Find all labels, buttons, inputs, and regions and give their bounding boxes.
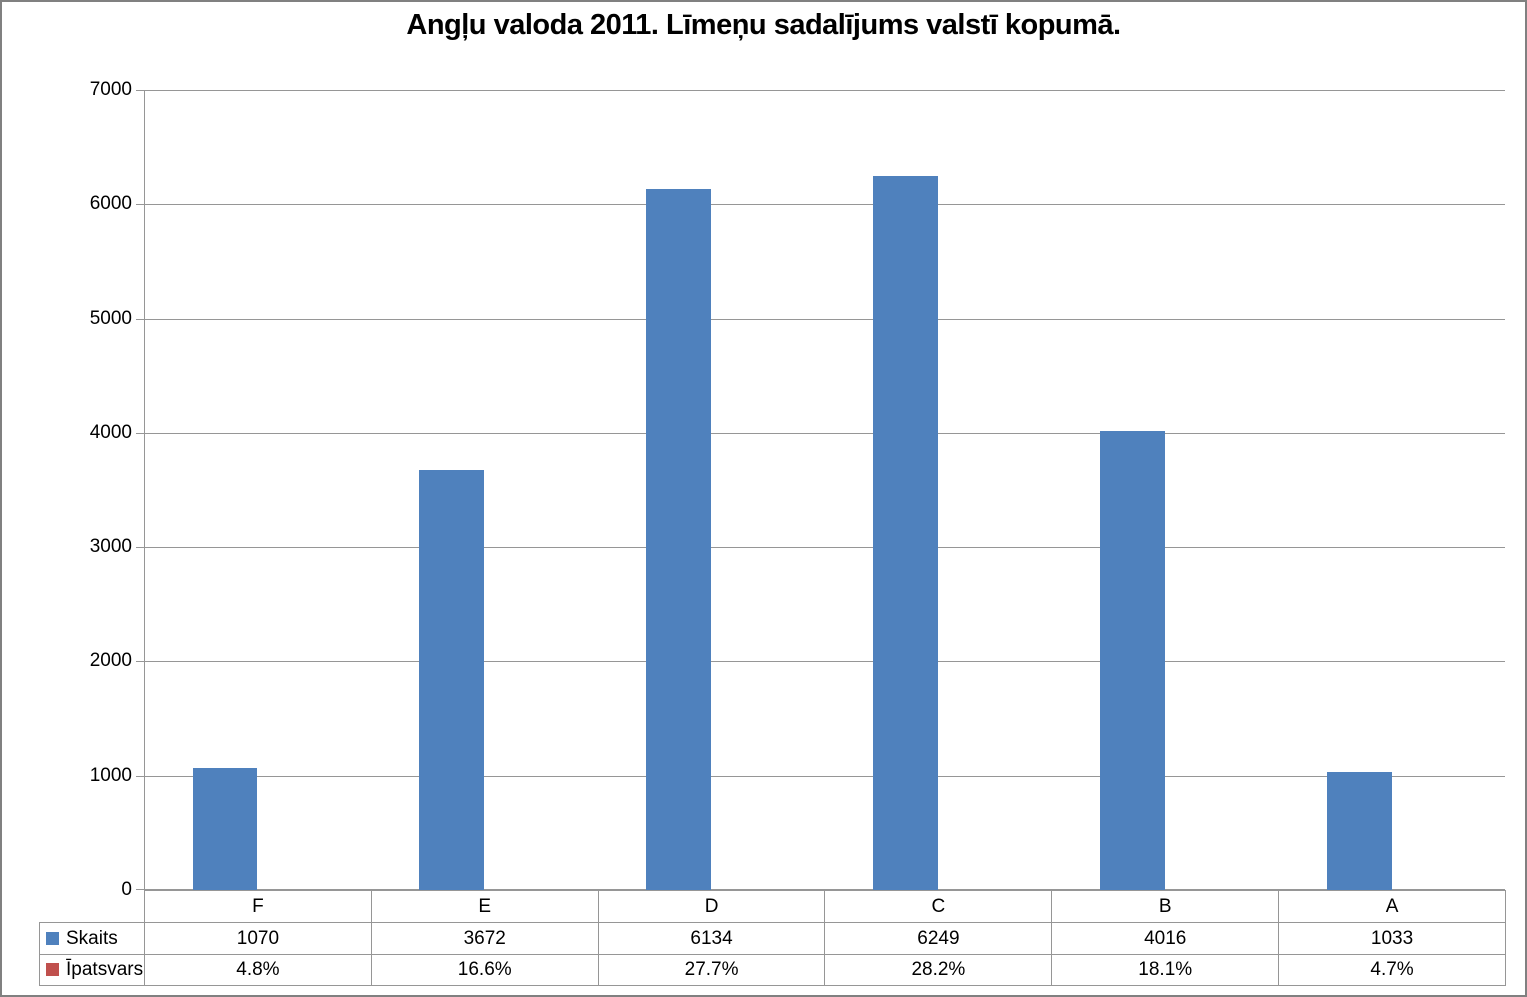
chart-title: Angļu valoda 2011. Līmeņu sadalījums val… (406, 9, 1121, 41)
value-cell-skaits-f: 1070 (144, 922, 372, 955)
bar-skaits-b (1099, 431, 1165, 890)
y-axis-label-4000: 4000 (89, 421, 132, 443)
value-cell-īpatsvars-c: 28.2% (824, 954, 1053, 986)
y-axis-tick-5000 (136, 318, 144, 320)
y-axis-line (144, 90, 145, 890)
category-cell-d: D (597, 890, 826, 923)
legend-marker-icon-skaits (46, 931, 59, 945)
gridline-3000 (144, 547, 1505, 549)
y-axis-label-3000: 3000 (89, 536, 132, 558)
value-cell-skaits-a: 1033 (1278, 922, 1506, 955)
plot-area (136, 90, 1505, 890)
y-axis-tick-0 (136, 889, 144, 890)
value-cell-skaits-c: 6249 (824, 922, 1053, 955)
series-label-cell-skaits: Skaits (39, 922, 145, 955)
bar-skaits-e (419, 470, 485, 890)
y-axis-tick-1000 (136, 775, 144, 777)
legend-marker-icon-īpatsvars (46, 963, 59, 976)
value-cell-skaits-b: 4016 (1051, 922, 1280, 955)
series-name-īpatsvars: Īpatsvars (66, 959, 144, 980)
y-axis-tick-3000 (136, 547, 144, 549)
y-axis-tick-4000 (136, 432, 144, 434)
y-axis-label-0: 0 (121, 879, 132, 900)
x-axis-line (144, 889, 1505, 890)
gridline-4000 (144, 432, 1505, 434)
category-cell-c: C (824, 890, 1053, 923)
gridline-5000 (144, 318, 1505, 320)
y-axis-label-1000: 1000 (89, 764, 132, 786)
value-cell-īpatsvars-b: 18.1% (1051, 954, 1280, 986)
value-cell-īpatsvars-e: 16.6% (370, 954, 599, 986)
gridline-6000 (144, 204, 1505, 206)
y-axis-tick-6000 (136, 204, 144, 206)
y-axis-label-6000: 6000 (89, 193, 132, 215)
y-axis-label-7000: 7000 (89, 79, 132, 100)
value-cell-skaits-e: 3672 (370, 922, 599, 955)
category-cell-a: A (1278, 890, 1506, 923)
data-table: F E D C B A Skaits 1070 3672 6134 6249 4016 1033 Īpat… (39, 890, 1506, 986)
bar-skaits-d (646, 188, 712, 890)
value-cell-īpatsvars-d: 27.7% (597, 954, 826, 986)
bar-skaits-f (192, 767, 258, 890)
series-label-cell-īpatsvars: Īpatsvars (39, 954, 145, 986)
bar-skaits-a (1326, 771, 1392, 890)
gridline-2000 (144, 661, 1505, 663)
category-cell-f: F (144, 890, 372, 923)
value-cell-skaits-d: 6134 (597, 922, 826, 955)
gridline-1000 (144, 775, 1505, 777)
y-axis-tick-7000 (136, 90, 144, 91)
gridline-7000 (144, 90, 1505, 91)
series-name-skaits: Skaits (66, 927, 118, 949)
value-cell-īpatsvars-a: 4.7% (1278, 954, 1506, 986)
value-cell-īpatsvars-f: 4.8% (144, 954, 372, 986)
category-cell-b: B (1051, 890, 1280, 923)
y-axis-label-2000: 2000 (89, 650, 132, 672)
bar-skaits-c (873, 175, 938, 890)
category-cell-e: E (370, 890, 599, 923)
y-axis-label-5000: 5000 (89, 307, 132, 329)
y-axis-tick-2000 (136, 661, 144, 663)
